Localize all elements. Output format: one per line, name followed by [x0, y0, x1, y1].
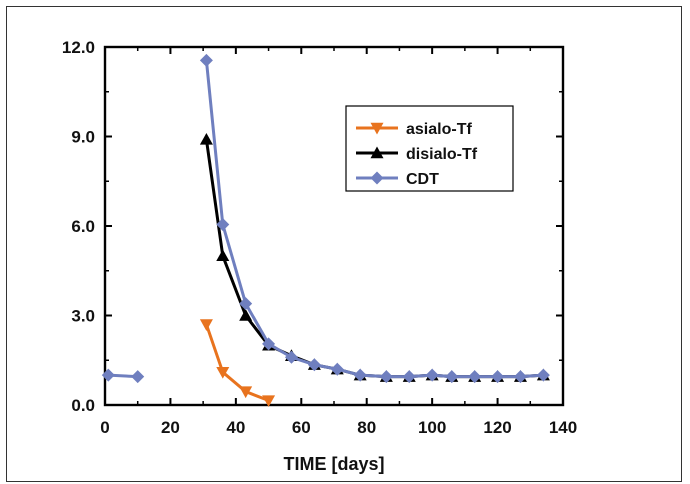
x-tick-label: 120: [483, 418, 511, 437]
series-line: [206, 324, 268, 400]
x-tick-label: 0: [100, 418, 109, 437]
data-point: [200, 319, 213, 331]
x-tick-label: 80: [357, 418, 376, 437]
x-tick-label: 100: [418, 418, 446, 437]
x-axis-title: TIME [days]: [283, 454, 384, 474]
y-tick-label: 12.0: [62, 38, 95, 57]
y-tick-label: 6.0: [71, 217, 95, 236]
plot-area: [105, 47, 563, 405]
data-point: [200, 133, 213, 145]
data-point: [216, 249, 229, 261]
x-tick-label: 60: [292, 418, 311, 437]
x-tick-label: 40: [226, 418, 245, 437]
data-point: [239, 297, 252, 310]
y-tick-label: 0.0: [71, 396, 95, 415]
y-tick-label: 9.0: [71, 128, 95, 147]
x-tick-label: 20: [161, 418, 180, 437]
y-tick-label: 3.0: [71, 307, 95, 326]
data-point: [200, 54, 213, 67]
legend: asialo-Tf disialo-Tf CDT: [346, 106, 513, 191]
data-point: [131, 370, 144, 383]
data-point: [102, 369, 115, 382]
legend-label: disialo-Tf: [406, 146, 478, 163]
legend-label: CDT: [406, 171, 439, 188]
series-cdt: [102, 54, 550, 383]
x-tick-label: 140: [549, 418, 577, 437]
legend-label: asialo-Tf: [406, 121, 472, 138]
